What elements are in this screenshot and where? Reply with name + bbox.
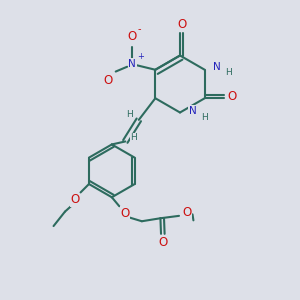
Text: O: O (228, 90, 237, 103)
Text: N: N (128, 59, 136, 69)
Text: O: O (128, 30, 137, 43)
Text: O: O (159, 236, 168, 249)
Text: O: O (177, 18, 186, 32)
Text: H: H (201, 113, 208, 122)
Text: +: + (137, 52, 144, 61)
Text: H: H (126, 110, 133, 119)
Text: O: O (103, 74, 112, 87)
Text: H: H (130, 133, 137, 142)
Text: -: - (138, 24, 142, 34)
Text: O: O (120, 207, 129, 220)
Text: H: H (225, 68, 232, 76)
Text: N: N (213, 62, 221, 72)
Text: N: N (189, 106, 196, 116)
Text: O: O (70, 193, 80, 206)
Text: O: O (182, 206, 191, 219)
